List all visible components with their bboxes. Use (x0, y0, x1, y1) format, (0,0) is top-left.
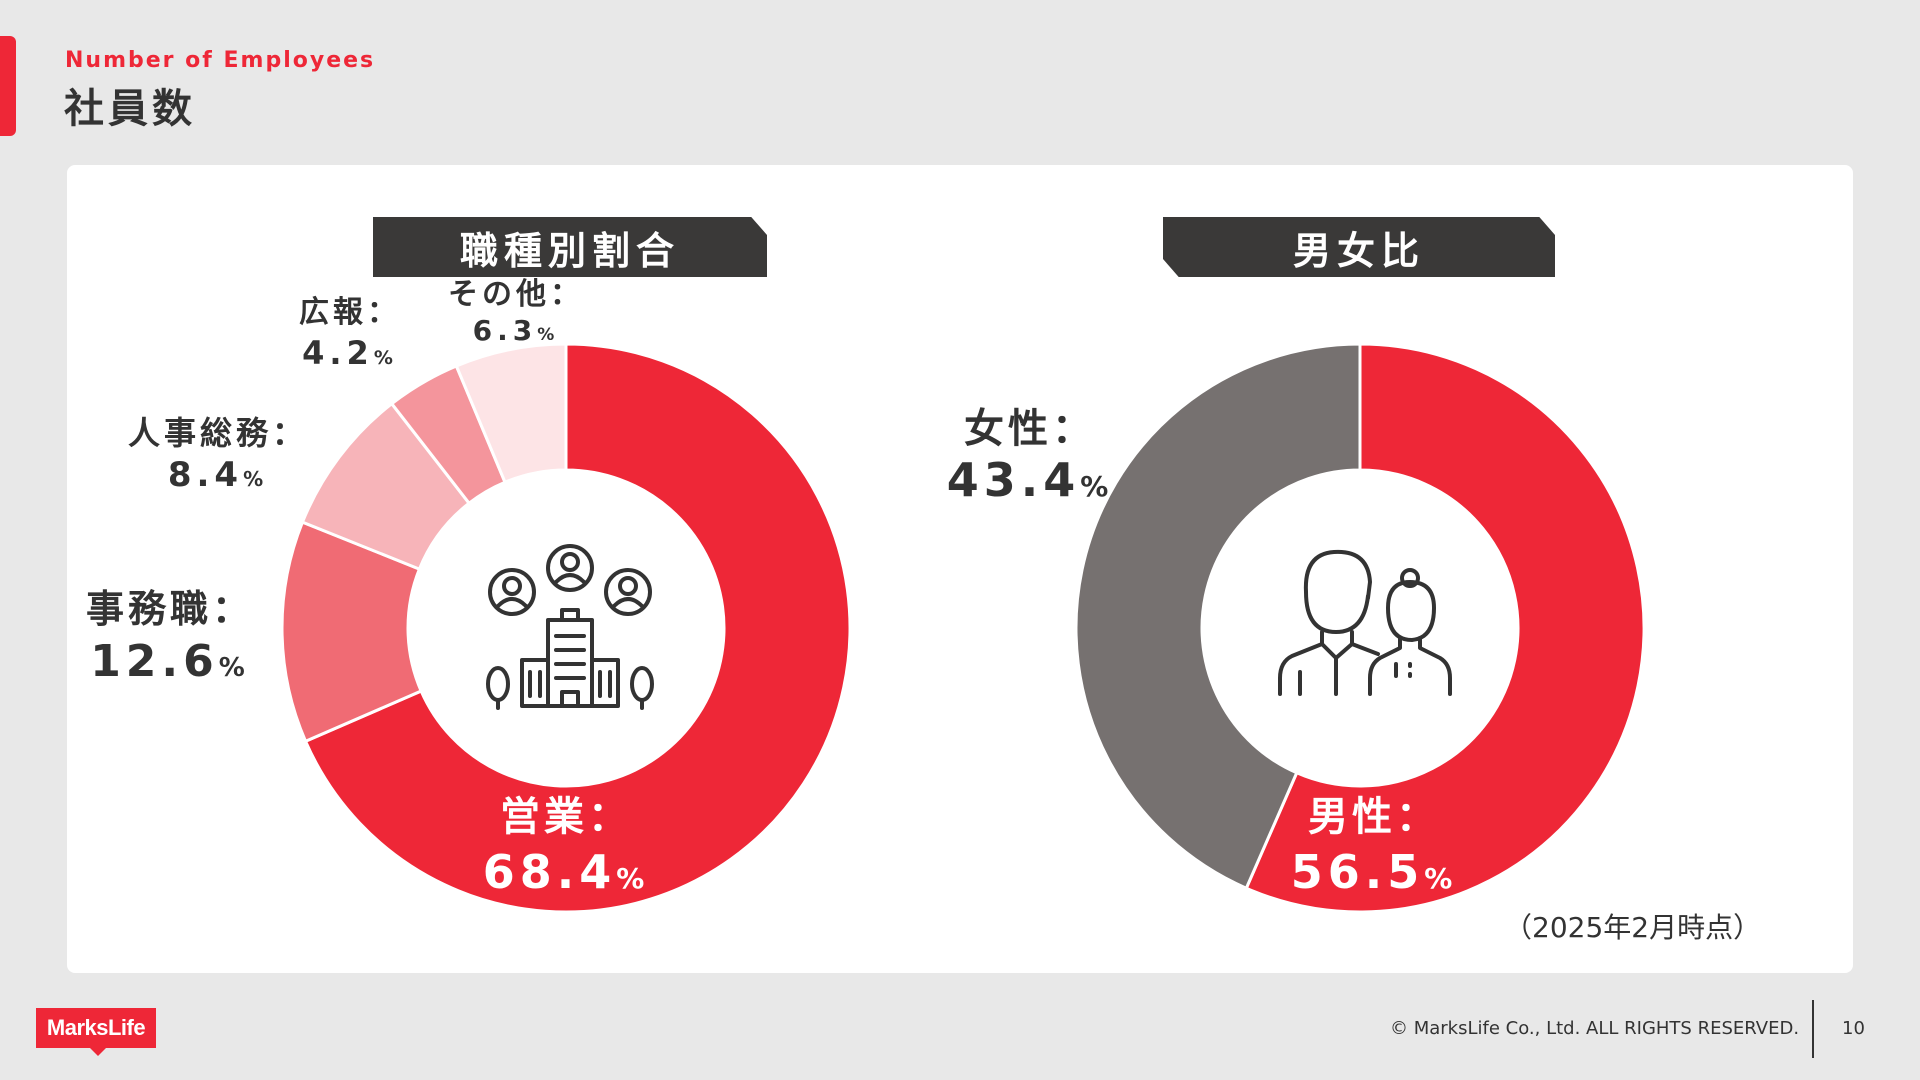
footer-divider (1812, 1000, 1814, 1058)
man-woman-icon (1278, 549, 1452, 696)
date-note: （2025年2月時点） (1504, 911, 1762, 944)
donut-chart-job-types: 営業：68.4%事務職：12.6%人事総務：8.4%広報：4.2%その他：6.3… (86, 277, 852, 914)
slice-name-label: 事務職： (86, 587, 254, 631)
donut-slice (1244, 342, 1646, 914)
slice-name-label: 女性： (964, 406, 1096, 452)
chart-title-gender: 男女比 (1163, 217, 1555, 277)
donut-slice (454, 342, 568, 485)
slice-value-label: 4.2% (302, 334, 398, 372)
donut-slice (280, 520, 424, 744)
donut-slice (1074, 342, 1362, 891)
donut-chart-gender: 男性：56.5%女性：43.4% (947, 342, 1646, 914)
copyright-text: © MarksLife Co., Ltd. ALL RIGHTS RESERVE… (1390, 1018, 1800, 1039)
header-accent-bar (0, 36, 16, 136)
page-subtitle: Number of Employees (65, 48, 376, 73)
slice-name-label: その他： (448, 277, 584, 312)
slice-name-label: 広報： (299, 295, 401, 330)
slice-name-label: 男性： (1308, 794, 1440, 840)
marks-life-logo: MarksLife (36, 1008, 156, 1056)
chart-title-job-types: 職種別割合 (373, 217, 767, 277)
slice-value-label: 8.4% (168, 455, 268, 495)
slice-name-label: 人事総務： (128, 414, 308, 452)
donut-slice (303, 342, 852, 914)
slice-name-label: 営業： (500, 794, 632, 840)
office-building-people-icon (486, 544, 654, 710)
page-number: 10 (1842, 1018, 1865, 1039)
slice-value-label: 12.6% (90, 636, 250, 687)
page-title: 社員数 (64, 86, 196, 132)
slice-value-label: 43.4% (947, 453, 1114, 507)
slice-value-label: 6.3% (473, 314, 560, 347)
